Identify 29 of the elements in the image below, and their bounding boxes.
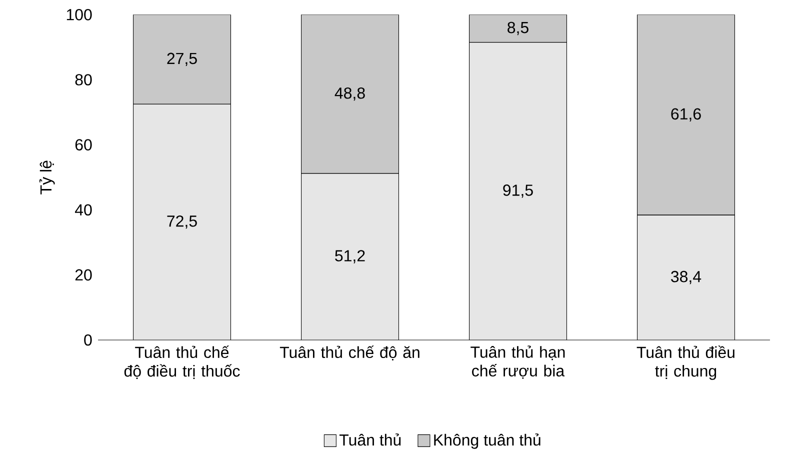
y-tick-label: 40 — [74, 204, 92, 216]
y-tick-label: 60 — [75, 139, 92, 150]
bar — [637, 214, 735, 340]
y-tick-label: 20 — [75, 269, 92, 280]
data-label: 38,4 — [671, 270, 702, 284]
legend-label: Tuân thủ — [339, 433, 401, 446]
bar — [133, 104, 231, 340]
x-tick-label: Tuân thủ chế độ ăn — [280, 345, 420, 360]
data-label: 72,5 — [167, 215, 197, 229]
legend-label: Không tuân thủ — [434, 433, 540, 449]
data-label: 27,5 — [167, 52, 197, 66]
x-tick-label: Tuân thủ điều trị chung — [636, 345, 734, 380]
x-tick-label: Tuân thủ chế độ điều trị thuốc — [124, 345, 240, 379]
y-axis-title: Tỷ lệ — [39, 160, 55, 194]
bar — [637, 14, 735, 216]
data-label: 91,5 — [503, 184, 533, 198]
bar — [301, 173, 399, 340]
bar — [469, 14, 567, 42]
y-tick-label: 0 — [84, 334, 92, 346]
bar — [469, 42, 567, 340]
data-label: 8,5 — [508, 22, 528, 35]
x-tick-label: Tuân thủ hạn chế rượu bia — [470, 345, 565, 379]
y-tick-label: 80 — [75, 74, 92, 86]
data-label: 61,6 — [671, 108, 701, 122]
bar — [301, 14, 399, 174]
data-label: 51,2 — [335, 250, 365, 264]
bar — [133, 14, 231, 104]
y-tick-label: 100 — [66, 8, 92, 20]
data-label: 48,8 — [334, 87, 365, 101]
